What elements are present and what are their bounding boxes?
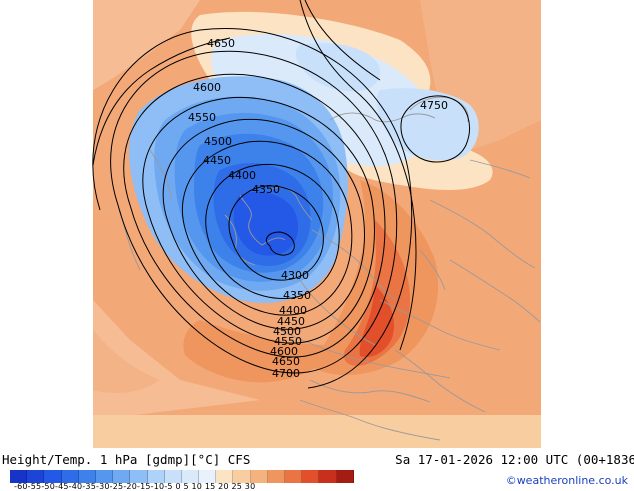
- color-scale-swatch: [27, 470, 45, 483]
- color-scale-swatch: [61, 470, 79, 483]
- contour-label: 4450: [203, 154, 231, 167]
- color-scale-swatch: [285, 470, 303, 483]
- contour-label: 4350: [252, 183, 280, 196]
- temperature-shading: [93, 0, 541, 448]
- color-scale-swatch: [199, 470, 217, 483]
- contour-label: 4400: [228, 169, 256, 182]
- color-scale-swatch: [164, 470, 182, 483]
- height-contours: [92, 0, 470, 389]
- contour-label: 4550: [188, 111, 216, 124]
- color-scale-swatch: [319, 470, 337, 483]
- color-scale-swatch: [302, 470, 320, 483]
- color-scale-swatch: [250, 470, 268, 483]
- valid-datetime: Sa 17-01-2026 12:00 UTC (00+1836: [395, 452, 634, 467]
- color-scale-tick-labels: -60-55-50-45-40-35-30-25-20-15-10-5 0 5 …: [14, 482, 256, 491]
- chart-title: Height/Temp. 1 hPa [gdmp][°C] CFS: [2, 452, 251, 467]
- contour-label: 4450: [277, 315, 305, 328]
- color-scale-swatch: [147, 470, 165, 483]
- color-scale-swatch: [267, 470, 285, 483]
- contour-label: 4650: [272, 355, 300, 368]
- weather-map: 4650 4600 4550 4500 4450 4400 4350 4300 …: [92, 0, 541, 448]
- color-scale-swatch: [233, 470, 251, 483]
- contour-labels: 4650 4600 4550 4500 4450 4400 4350 4300 …: [188, 37, 448, 380]
- contour-label: 4550: [274, 335, 302, 348]
- contour-label: 4300: [281, 269, 309, 282]
- contour-label: 4400: [279, 304, 307, 317]
- color-scale-swatch: [44, 470, 62, 483]
- contour-label: 4500: [204, 135, 232, 148]
- contour-label: 4600: [270, 345, 298, 358]
- color-scale-swatch: [10, 470, 28, 483]
- color-scale-swatch: [130, 470, 148, 483]
- color-scale-swatch: [216, 470, 234, 483]
- contour-label: 4600: [193, 81, 221, 94]
- color-scale-swatch: [78, 470, 96, 483]
- copyright-link[interactable]: ©weatheronline.co.uk: [505, 474, 628, 487]
- contour-label: 4500: [273, 325, 301, 338]
- color-scale-bar: [10, 470, 354, 483]
- color-scale-swatch: [336, 470, 354, 483]
- color-scale-swatch: [181, 470, 200, 483]
- coastlines: [119, 96, 541, 441]
- color-scale-swatch: [95, 470, 114, 483]
- contour-label: 4700: [272, 367, 300, 380]
- color-scale-swatch: [113, 470, 131, 483]
- contour-label: 4750: [420, 99, 448, 112]
- contour-label: 4650: [207, 37, 235, 50]
- contour-label: 4350: [283, 289, 311, 302]
